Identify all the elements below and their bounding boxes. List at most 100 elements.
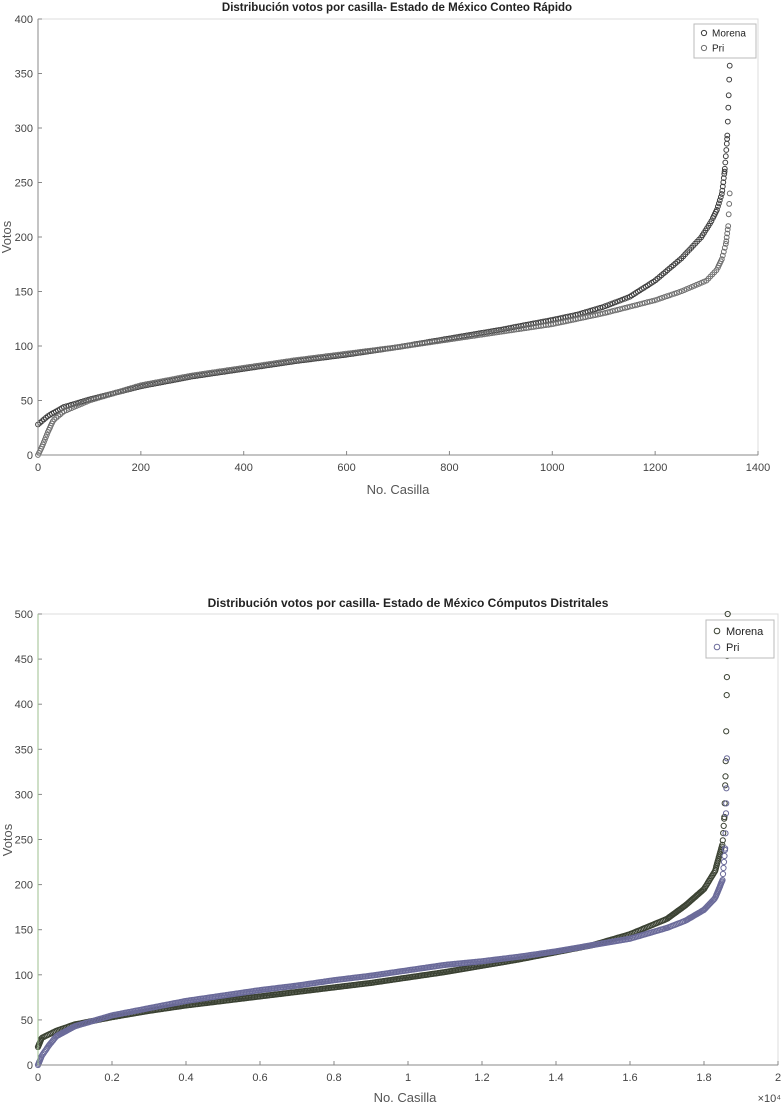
y-tick-label: 300	[15, 123, 33, 135]
x-tick-label: 1200	[643, 462, 667, 474]
data-point	[724, 132, 731, 139]
x-tick-label: 600	[337, 462, 355, 474]
data-point	[128, 385, 134, 392]
data-point	[132, 383, 139, 390]
data-point	[592, 306, 599, 313]
data-point	[721, 165, 728, 172]
data-point	[723, 692, 730, 699]
data-point	[723, 147, 730, 153]
data-point	[666, 292, 673, 299]
x-tick-label: 1.6	[622, 1072, 637, 1084]
data-point	[86, 397, 92, 404]
data-point	[125, 386, 132, 392]
data-point	[716, 200, 722, 207]
data-point	[718, 256, 725, 263]
data-point	[44, 431, 50, 438]
legend-box	[705, 619, 775, 659]
plot-area	[37, 613, 779, 1066]
data-point	[617, 306, 623, 313]
x-tick-label: 200	[132, 462, 150, 474]
data-point	[612, 299, 618, 306]
y-tick-label: 500	[15, 609, 33, 621]
x-tick-label: 2	[775, 1072, 781, 1084]
legend-marker-pri	[713, 643, 721, 651]
x-tick-label: 0.2	[104, 1072, 119, 1084]
y-tick-label: 100	[15, 970, 33, 982]
data-point	[720, 858, 728, 866]
data-point	[98, 394, 105, 400]
x-tick-label: 400	[235, 462, 253, 474]
data-point	[619, 296, 626, 303]
data-points	[34, 610, 731, 1069]
data-point	[721, 852, 728, 860]
legend-label-morena: Morena	[712, 29, 746, 40]
data-point	[721, 813, 728, 821]
data-point	[721, 244, 728, 251]
data-point	[722, 845, 729, 852]
data-point	[723, 755, 731, 762]
data-point	[715, 203, 721, 210]
x-tick-label: 800	[440, 462, 458, 474]
x-tick-label: 1.8	[696, 1072, 711, 1084]
data-point	[120, 387, 127, 394]
data-point	[722, 773, 729, 780]
data-point	[123, 386, 129, 393]
y-tick-label: 150	[15, 925, 33, 937]
chart-conteo-rapido: Distribución votos por casilla- Estado d…	[0, 2, 770, 497]
x-tick-label: 1400	[746, 462, 770, 474]
legend-marker-pri	[700, 44, 708, 52]
x-tick-label: 0.8	[326, 1072, 341, 1084]
y-tick-label: 200	[15, 232, 33, 244]
data-point	[589, 307, 596, 313]
data-points	[35, 48, 734, 458]
data-point	[723, 140, 730, 147]
data-point	[723, 234, 730, 241]
data-point	[723, 674, 731, 681]
data-point	[724, 230, 731, 237]
plot-area	[37, 18, 759, 456]
x-axis-exponent: ×10⁴	[758, 1093, 782, 1105]
data-point	[624, 304, 631, 311]
data-point	[726, 201, 733, 207]
data-point	[649, 298, 655, 304]
data-point	[723, 800, 730, 807]
y-axis-label: Votos	[0, 823, 15, 856]
axis-ticks: 0 0.2 0.4 0.6 0.8 1 1.2 1.4 1.6 1.8 2 0 50 100 150 200 2…	[15, 609, 781, 1084]
data-point	[597, 304, 604, 311]
y-tick-label: 50	[21, 1015, 33, 1027]
data-point	[634, 301, 641, 308]
y-tick-label: 250	[15, 835, 33, 847]
data-point	[723, 785, 730, 792]
data-point	[115, 389, 122, 395]
legend-label-pri: Pri	[712, 44, 724, 55]
y-tick-label: 0	[27, 450, 33, 462]
data-point	[722, 159, 729, 166]
data-point	[100, 393, 107, 400]
data-point	[719, 187, 726, 194]
y-tick-label: 300	[15, 789, 33, 801]
data-point	[90, 396, 97, 403]
data-point	[720, 248, 727, 255]
data-point	[651, 297, 658, 304]
data-point	[676, 289, 683, 295]
data-point	[93, 395, 100, 402]
x-tick-label: 0	[35, 1072, 41, 1084]
legend: Morena Pri	[705, 619, 775, 659]
y-tick-label: 150	[15, 287, 33, 299]
y-tick-label: 450	[15, 654, 33, 666]
data-point	[614, 298, 621, 305]
axis-ticks: 0 200 400 600 800 1000 1200 1400 0 50 100 150 200 250…	[15, 14, 771, 474]
x-tick-label: 1.2	[474, 1072, 489, 1084]
y-tick-label: 250	[15, 178, 33, 190]
y-axis-label: Votos	[0, 220, 14, 253]
data-point	[719, 252, 726, 259]
data-point	[720, 822, 727, 830]
data-point	[607, 308, 613, 315]
y-tick-label: 0	[27, 1060, 33, 1072]
data-point	[723, 238, 730, 245]
data-point	[594, 305, 601, 312]
data-point	[108, 391, 114, 398]
legend-marker-morena	[713, 627, 721, 635]
data-point	[726, 76, 733, 83]
